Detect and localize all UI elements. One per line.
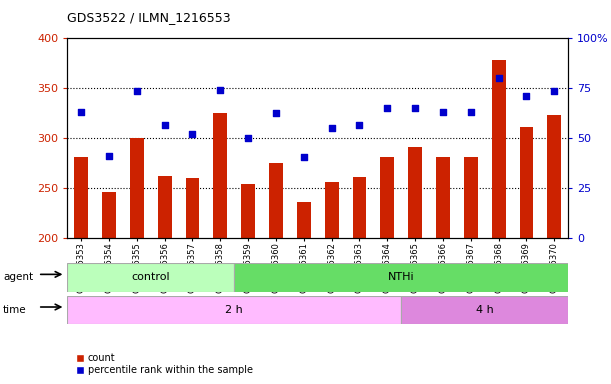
- Point: [438, 109, 448, 115]
- Point: [159, 122, 169, 128]
- Bar: [186, 178, 199, 384]
- Text: NTHi: NTHi: [388, 272, 414, 283]
- Point: [466, 109, 476, 115]
- Point: [132, 88, 142, 94]
- Bar: [74, 157, 88, 384]
- Point: [354, 122, 364, 128]
- Bar: [547, 115, 562, 384]
- Point: [271, 110, 281, 116]
- Point: [243, 135, 253, 141]
- Point: [104, 153, 114, 159]
- Bar: [130, 138, 144, 384]
- Bar: [408, 147, 422, 384]
- Point: [494, 75, 503, 81]
- Bar: [269, 163, 283, 384]
- Point: [327, 125, 337, 131]
- Bar: [241, 184, 255, 384]
- Point: [522, 93, 532, 99]
- Point: [382, 105, 392, 111]
- Bar: [401, 296, 568, 324]
- Text: agent: agent: [3, 272, 33, 282]
- Point: [216, 87, 225, 93]
- Text: control: control: [131, 272, 170, 283]
- Point: [410, 105, 420, 111]
- Bar: [324, 182, 338, 384]
- Text: 2 h: 2 h: [225, 305, 243, 315]
- Bar: [464, 157, 478, 384]
- Bar: [519, 127, 533, 384]
- Point: [549, 88, 559, 94]
- Text: time: time: [3, 305, 27, 315]
- Bar: [234, 263, 568, 292]
- Point: [299, 154, 309, 160]
- Bar: [67, 296, 401, 324]
- Bar: [353, 177, 367, 384]
- Bar: [297, 202, 311, 384]
- Bar: [380, 157, 394, 384]
- Bar: [492, 60, 506, 384]
- Text: 4 h: 4 h: [476, 305, 494, 315]
- Bar: [158, 176, 172, 384]
- Point: [76, 109, 86, 115]
- Bar: [436, 157, 450, 384]
- Bar: [102, 192, 116, 384]
- Point: [188, 131, 197, 137]
- Text: GDS3522 / ILMN_1216553: GDS3522 / ILMN_1216553: [67, 12, 231, 25]
- Bar: [67, 263, 234, 292]
- Legend: count, percentile rank within the sample: count, percentile rank within the sample: [72, 349, 257, 379]
- Bar: [213, 113, 227, 384]
